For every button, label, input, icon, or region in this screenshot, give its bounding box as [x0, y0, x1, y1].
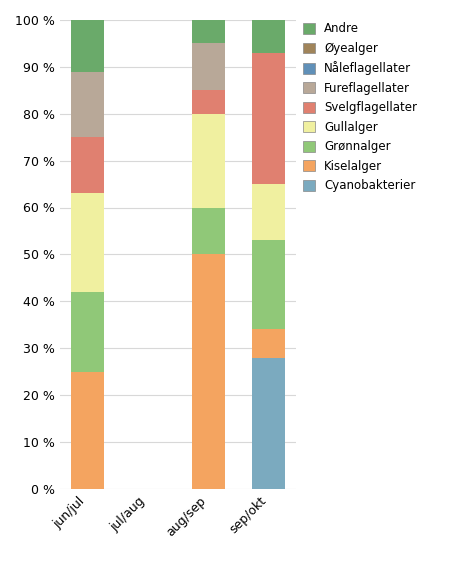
Bar: [191, 90, 224, 114]
Bar: [71, 371, 104, 489]
Bar: [251, 20, 285, 53]
Bar: [191, 20, 224, 44]
Bar: [71, 71, 104, 137]
Bar: [251, 240, 285, 329]
Bar: [71, 193, 104, 292]
Bar: [251, 329, 285, 358]
Bar: [191, 114, 224, 208]
Bar: [71, 20, 104, 71]
Bar: [71, 292, 104, 371]
Bar: [251, 358, 285, 489]
Bar: [251, 53, 285, 184]
Legend: Andre, Øyealger, Nåleflagellater, Fureflagellater, Svelgflagellater, Gullalger, : Andre, Øyealger, Nåleflagellater, Furefl…: [300, 20, 418, 194]
Bar: [191, 254, 224, 489]
Bar: [191, 208, 224, 254]
Bar: [251, 184, 285, 240]
Bar: [191, 44, 224, 90]
Bar: [71, 137, 104, 193]
